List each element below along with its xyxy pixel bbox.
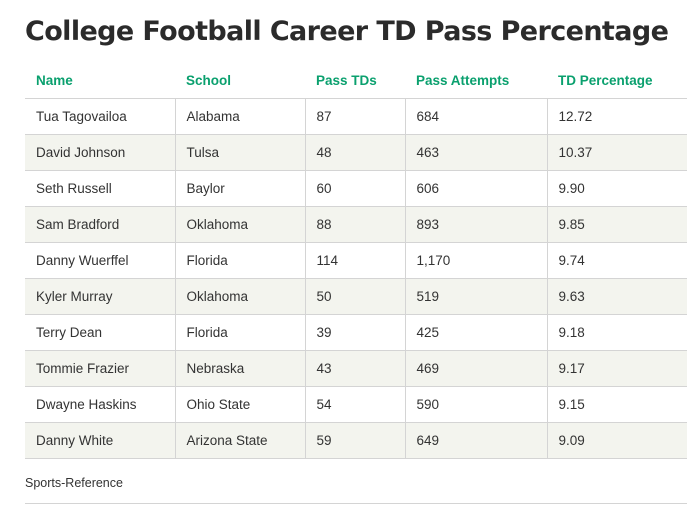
pass-attempts-cell: 893	[404, 206, 547, 243]
table-row: Seth Russell Baylor 60 606 9.90	[25, 170, 687, 207]
player-name-cell: Seth Russell	[25, 170, 175, 207]
table-row: Tommie Frazier Nebraska 43 469 9.17	[25, 350, 687, 387]
header-row: Name School Pass TDs Pass Attempts TD Pe…	[25, 62, 687, 99]
pass-tds-cell: 87	[304, 98, 405, 135]
td-percentage-cell: 12.72	[546, 98, 687, 135]
column-header-td-percentage: TD Percentage	[547, 62, 687, 99]
school-cell: Arizona State	[174, 422, 305, 459]
td-percentage-cell: 9.15	[546, 386, 687, 423]
pass-tds-cell: 114	[304, 242, 405, 279]
table-row: Danny White Arizona State 59 649 9.09	[25, 422, 687, 459]
td-percentage-table: Name School Pass TDs Pass Attempts TD Pe…	[25, 62, 687, 459]
player-name-cell: Dwayne Haskins	[25, 386, 175, 423]
pass-tds-cell: 50	[304, 278, 405, 315]
player-name-cell: Danny White	[25, 422, 175, 459]
column-header-name: Name	[25, 62, 175, 99]
column-header-pass-attempts: Pass Attempts	[405, 62, 547, 99]
table-row: Terry Dean Florida 39 425 9.18	[25, 314, 687, 351]
table-row: Tua Tagovailoa Alabama 87 684 12.72	[25, 98, 687, 135]
pass-attempts-cell: 425	[404, 314, 547, 351]
pass-attempts-cell: 649	[404, 422, 547, 459]
school-cell: Florida	[174, 314, 305, 351]
td-percentage-cell: 9.18	[546, 314, 687, 351]
table-row: Kyler Murray Oklahoma 50 519 9.63	[25, 278, 687, 315]
school-cell: Florida	[174, 242, 305, 279]
player-name-cell: Terry Dean	[25, 314, 175, 351]
player-name-cell: Danny Wuerffel	[25, 242, 175, 279]
school-cell: Tulsa	[174, 134, 305, 171]
bottom-divider	[25, 503, 687, 504]
column-header-school: School	[175, 62, 305, 99]
table-row: David Johnson Tulsa 48 463 10.37	[25, 134, 687, 171]
table-row: Sam Bradford Oklahoma 88 893 9.85	[25, 206, 687, 243]
school-cell: Alabama	[174, 98, 305, 135]
pass-tds-cell: 59	[304, 422, 405, 459]
pass-attempts-cell: 519	[404, 278, 547, 315]
pass-tds-cell: 39	[304, 314, 405, 351]
td-percentage-cell: 10.37	[546, 134, 687, 171]
td-percentage-cell: 9.74	[546, 242, 687, 279]
pass-tds-cell: 48	[304, 134, 405, 171]
player-name-cell: Sam Bradford	[25, 206, 175, 243]
pass-attempts-cell: 606	[404, 170, 547, 207]
school-cell: Oklahoma	[174, 278, 305, 315]
pass-attempts-cell: 684	[404, 98, 547, 135]
pass-tds-cell: 54	[304, 386, 405, 423]
pass-attempts-cell: 463	[404, 134, 547, 171]
source-note: Sports-Reference	[25, 476, 123, 490]
pass-tds-cell: 60	[304, 170, 405, 207]
player-name-cell: Kyler Murray	[25, 278, 175, 315]
school-cell: Nebraska	[174, 350, 305, 387]
school-cell: Oklahoma	[174, 206, 305, 243]
table-body: Tua Tagovailoa Alabama 87 684 12.72 David Joh…	[25, 98, 687, 459]
td-percentage-cell: 9.09	[546, 422, 687, 459]
column-header-pass-tds: Pass TDs	[305, 62, 405, 99]
pass-attempts-cell: 590	[404, 386, 547, 423]
player-name-cell: Tua Tagovailoa	[25, 98, 175, 135]
td-percentage-cell: 9.63	[546, 278, 687, 315]
td-percentage-cell: 9.90	[546, 170, 687, 207]
player-name-cell: Tommie Frazier	[25, 350, 175, 387]
school-cell: Baylor	[174, 170, 305, 207]
pass-tds-cell: 88	[304, 206, 405, 243]
pass-attempts-cell: 469	[404, 350, 547, 387]
player-name-cell: David Johnson	[25, 134, 175, 171]
pass-tds-cell: 43	[304, 350, 405, 387]
pass-attempts-cell: 1,170	[404, 242, 547, 279]
school-cell: Ohio State	[174, 386, 305, 423]
td-percentage-cell: 9.85	[546, 206, 687, 243]
table-row: Danny Wuerffel Florida 114 1,170 9.74	[25, 242, 687, 279]
td-percentage-cell: 9.17	[546, 350, 687, 387]
chart-title: College Football Career TD Pass Percenta…	[25, 16, 669, 47]
table-row: Dwayne Haskins Ohio State 54 590 9.15	[25, 386, 687, 423]
